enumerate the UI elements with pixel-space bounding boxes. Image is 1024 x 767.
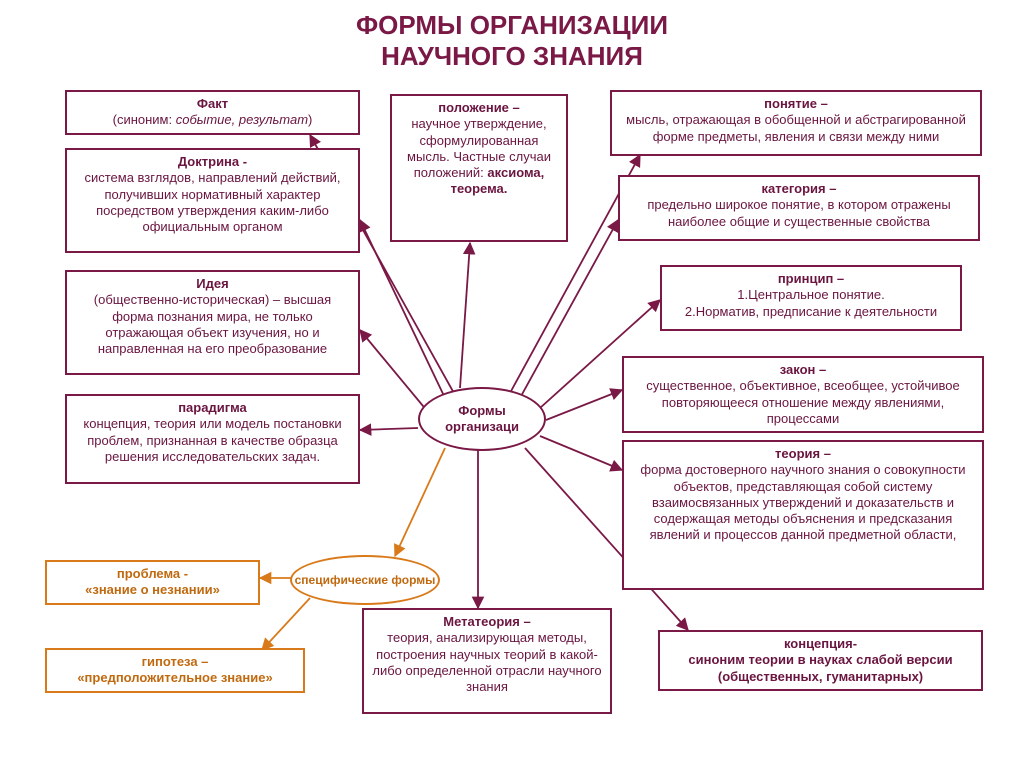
box-doktrina: Доктрина -система взглядов, направлений … bbox=[65, 148, 360, 253]
arrow bbox=[262, 598, 310, 650]
specific-ellipse: специфические формы bbox=[290, 555, 440, 605]
arrow bbox=[520, 220, 618, 398]
box-problema: проблема -«знание о незнании» bbox=[45, 560, 260, 605]
title-line2: НАУЧНОГО ЗНАНИЯ bbox=[381, 41, 643, 71]
specific-ellipse-label: специфические формы bbox=[295, 573, 436, 587]
arrow bbox=[360, 220, 445, 398]
box-princip: принцип –1.Центральное понятие.2.Нормати… bbox=[660, 265, 962, 331]
box-polozhenie: положение –научное утверждение, сформули… bbox=[390, 94, 568, 242]
arrow bbox=[395, 448, 445, 556]
arrow bbox=[546, 390, 622, 420]
box-kategoriya: категория –предельно широкое понятие, в … bbox=[618, 175, 980, 241]
arrow bbox=[360, 330, 428, 412]
box-metateoriya: Метатеория –теория, анализирующая методы… bbox=[362, 608, 612, 714]
page-title: ФОРМЫ ОРГАНИЗАЦИИ НАУЧНОГО ЗНАНИЯ bbox=[0, 0, 1024, 72]
box-koncepciya: концепция-синоним теории в науках слабой… bbox=[658, 630, 983, 691]
arrow bbox=[360, 428, 418, 430]
box-fact: Факт(синоним: событие, результат) bbox=[65, 90, 360, 135]
arrow bbox=[540, 436, 622, 470]
arrow bbox=[460, 243, 470, 388]
box-zakon: закон –существенное, объективное, всеобщ… bbox=[622, 356, 984, 433]
box-gipoteza: гипотеза –«предположительное знание» bbox=[45, 648, 305, 693]
box-paradigma: парадигмаконцепция, теория или модель по… bbox=[65, 394, 360, 484]
center-ellipse-label: Формы организаци bbox=[420, 403, 544, 434]
box-ideya: Идея(общественно-историческая) – высшая … bbox=[65, 270, 360, 375]
center-ellipse: Формы организаци bbox=[418, 387, 546, 451]
box-ponyatie: понятие –мысль, отражающая в обобщенной … bbox=[610, 90, 982, 156]
box-teoriya: теория –форма достоверного научного знан… bbox=[622, 440, 984, 590]
title-line1: ФОРМЫ ОРГАНИЗАЦИИ bbox=[356, 10, 668, 40]
